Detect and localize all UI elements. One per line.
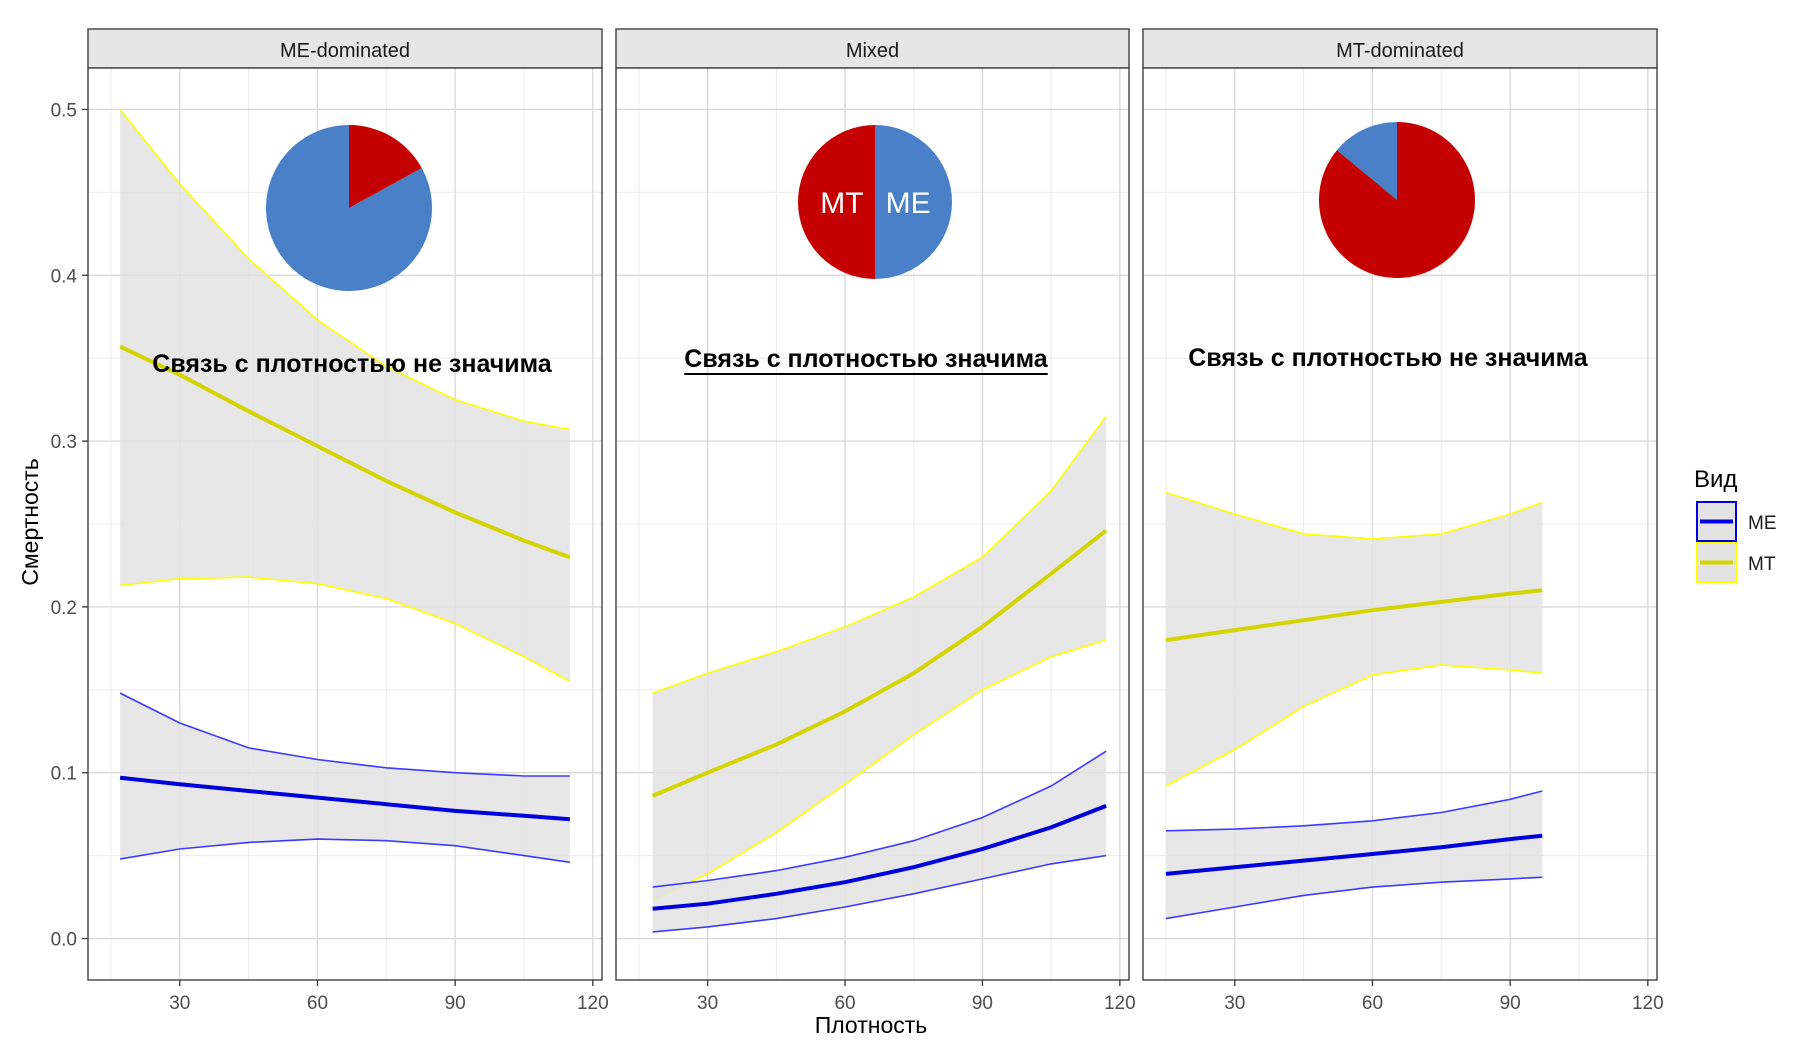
pie-slice-me xyxy=(265,124,432,291)
y-tick-label: 0.5 xyxy=(51,100,77,121)
pie-label-me: ME xyxy=(886,187,931,220)
annotation-1: Связь с плотностью не значима xyxy=(152,350,552,378)
ci-band-me-2 xyxy=(652,751,1107,932)
ci-lower-me-1 xyxy=(119,838,571,864)
x-tick-label: 60 xyxy=(1362,993,1383,1014)
ci-band-mt-3 xyxy=(1165,492,1543,786)
legend-title: Вид xyxy=(1694,466,1737,493)
pie-chart-1 xyxy=(265,124,432,291)
y-tick-label: 0.4 xyxy=(51,266,78,287)
ci-lower-mt-2 xyxy=(652,639,1107,902)
ci-lower-me-3 xyxy=(1165,876,1543,920)
y-tick-label: 0.2 xyxy=(51,598,77,619)
ci-upper-mt-1 xyxy=(119,109,571,431)
fit-line-mt-3 xyxy=(1165,588,1543,643)
x-tick-label: 120 xyxy=(1104,993,1136,1014)
pie-slice-mt xyxy=(349,125,422,208)
y-tick-label: 0.1 xyxy=(51,764,77,785)
y-axis: 0.0 0.1 0.2 0.3 0.4 0.5 xyxy=(51,100,88,951)
fit-line-me-1 xyxy=(119,775,571,822)
fit-line-mt-2 xyxy=(651,529,1108,798)
x-tick-label: 90 xyxy=(1500,993,1521,1014)
ci-upper-mt-3 xyxy=(1165,491,1543,540)
pie-slice-me xyxy=(875,125,952,279)
pie-slice-mt xyxy=(798,125,875,279)
x-tick-label: 60 xyxy=(834,993,855,1014)
x-axis-title: Плотность xyxy=(815,1012,928,1038)
strip-3 xyxy=(1142,28,1658,69)
x-tick-label: 120 xyxy=(1632,993,1664,1014)
ci-upper-me-3 xyxy=(1165,790,1543,832)
x-tick-label: 90 xyxy=(972,993,993,1014)
panel-2: Mixed MT ME Связь с плотностью значима 30 60 9… xyxy=(615,28,1136,1014)
pie-chart-3 xyxy=(1318,122,1475,278)
x-tick-label: 90 xyxy=(445,993,466,1014)
legend-entry-mt: MT xyxy=(1696,542,1776,583)
panel-3: MT-dominated Связь с плотностью не значим… xyxy=(1142,28,1664,1014)
pie-label-mt: MT xyxy=(820,187,863,220)
ci-lower-mt-1 xyxy=(120,576,571,683)
x-tick-label: 60 xyxy=(307,993,328,1014)
facet-panels: ME-dominated Связь с плотностью не значим… xyxy=(51,28,1664,1014)
y-tick-label: 0.0 xyxy=(51,930,77,951)
y-axis-title: Смертность xyxy=(17,458,43,586)
legend-label-mt: MT xyxy=(1748,554,1776,575)
fit-line-mt-1 xyxy=(119,344,571,560)
fit-line-me-2 xyxy=(652,804,1107,911)
ci-band-mt-2 xyxy=(652,416,1107,901)
annotation-2: Связь с плотностью значима xyxy=(684,345,1049,373)
ci-upper-me-2 xyxy=(652,750,1107,888)
ci-band-mt-1 xyxy=(120,109,570,682)
ci-lower-me-2 xyxy=(652,854,1107,933)
legend-label-me: ME xyxy=(1748,513,1777,534)
x-tick-label: 120 xyxy=(577,993,609,1014)
x-tick-label: 30 xyxy=(1224,993,1245,1014)
panel-border-1 xyxy=(87,67,603,981)
ci-lower-mt-3 xyxy=(1165,664,1543,787)
strip-label-1: ME-dominated xyxy=(280,40,410,62)
pie-slice-me xyxy=(1336,122,1397,200)
y-tick-label: 0.3 xyxy=(51,432,77,453)
x-tick-label: 30 xyxy=(697,993,718,1014)
ci-upper-me-1 xyxy=(119,692,570,777)
fit-line-me-3 xyxy=(1165,833,1543,876)
pie-chart-2: MT ME xyxy=(798,125,952,279)
pie-slice-mt xyxy=(1318,122,1475,278)
strip-1 xyxy=(87,28,603,69)
annotation-3: Связь с плотностью не значима xyxy=(1188,344,1588,372)
panel-border-3 xyxy=(1142,67,1658,981)
strip-label-2: Mixed xyxy=(846,40,899,62)
ci-upper-mt-2 xyxy=(652,415,1107,694)
panel-1: ME-dominated Связь с плотностью не значим… xyxy=(87,28,609,1014)
ci-band-me-1 xyxy=(120,693,570,863)
legend-entry-me: ME xyxy=(1696,501,1777,542)
legend: Вид ME MT xyxy=(1694,466,1777,583)
x-tick-label: 30 xyxy=(169,993,190,1014)
strip-label-3: MT-dominated xyxy=(1336,40,1464,62)
panel-border-2 xyxy=(615,67,1130,981)
